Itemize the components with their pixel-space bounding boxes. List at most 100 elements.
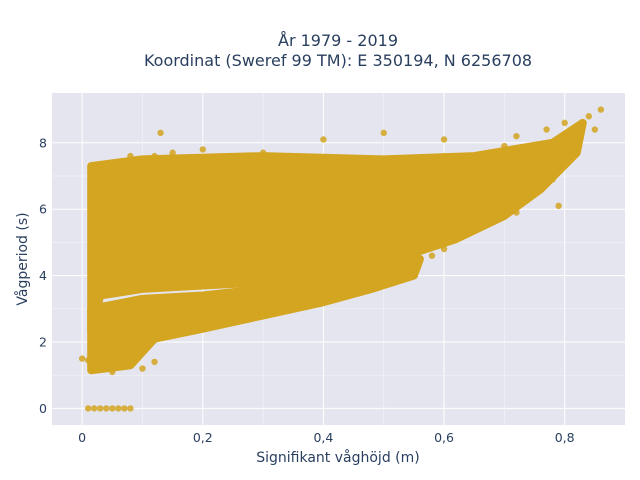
scatter-point-84 — [380, 159, 387, 166]
scatter-point-13 — [115, 355, 122, 362]
scatter-point-62 — [573, 129, 580, 137]
scatter-point-96 — [531, 152, 538, 160]
scatter-point-24 — [97, 206, 104, 213]
scatter-point-37 — [199, 308, 206, 316]
scatter-point-41 — [259, 308, 267, 316]
scatter-point-111 — [332, 255, 339, 263]
x-tick-label-0: 0 — [78, 430, 86, 445]
scatter-point-19 — [103, 305, 110, 312]
scatter-point-97 — [543, 126, 550, 133]
scatter-point-67 — [163, 206, 170, 213]
scatter-point-9 — [127, 405, 134, 412]
scatter-point-8 — [121, 405, 128, 412]
scatter-point-81 — [338, 235, 345, 243]
scatter-point-73 — [229, 229, 237, 236]
scatter-point-23 — [127, 225, 134, 233]
scatter-point-72 — [211, 252, 219, 259]
scatter-point-50 — [398, 265, 406, 273]
x-axis-ticks: 0 0,2 0,4 0,6 0,8 — [78, 430, 574, 445]
x-axis-title: Signifikant våghöjd (m) — [256, 449, 419, 466]
scatter-point-53 — [440, 245, 448, 253]
scatter-point-12 — [109, 368, 116, 376]
scatter-point-60 — [549, 159, 556, 166]
scatter-point-21 — [115, 265, 122, 273]
scatter-point-39 — [229, 315, 237, 322]
scatter-point-25 — [103, 186, 110, 193]
scatter-point-102 — [440, 229, 448, 236]
scatter-point-71 — [199, 146, 206, 153]
scatter-point-87 — [410, 202, 418, 210]
scatter-point-51 — [410, 262, 418, 269]
scatter-point-75 — [259, 149, 267, 156]
scatter-point-82 — [350, 209, 357, 216]
scatter-point-92 — [471, 179, 478, 186]
scatter-point-14 — [127, 362, 134, 369]
scatter-point-91 — [452, 202, 460, 210]
scatter-point-40 — [247, 302, 255, 309]
x-tick-label-1: 0,2 — [193, 430, 213, 445]
scatter-point-45 — [320, 295, 327, 303]
scatter-point-68 — [175, 255, 182, 263]
scatter-point-94 — [501, 142, 508, 150]
y-axis-ticks: 0 2 4 6 8 — [39, 135, 47, 416]
scatter-point-77 — [290, 219, 297, 226]
scatter-point-5 — [103, 405, 110, 412]
scatter-point-85 — [380, 129, 387, 137]
x-tick-label-4: 0,8 — [555, 430, 575, 445]
scatter-point-95 — [513, 132, 520, 140]
scatter-point-55 — [471, 222, 478, 229]
scatter-point-32 — [169, 149, 176, 156]
scatter-point-76 — [271, 242, 279, 249]
scatter-point-16 — [151, 358, 158, 366]
scatter-point-11 — [97, 358, 104, 366]
scatter-point-99 — [573, 142, 580, 150]
scatter-point-64 — [597, 106, 605, 113]
y-tick-label-2: 4 — [39, 268, 47, 283]
scatter-point-7 — [115, 405, 122, 412]
y-tick-label-0: 0 — [39, 401, 47, 416]
scatter-point-10 — [91, 365, 98, 372]
scatter-point-0 — [78, 355, 86, 362]
upper-point-cloud — [87, 118, 587, 337]
x-tick-label-3: 0,6 — [434, 430, 454, 445]
scatter-point-38 — [211, 292, 219, 299]
scatter-point-17 — [91, 338, 98, 346]
scatter-point-90 — [440, 136, 448, 143]
scatter-point-59 — [531, 172, 538, 180]
scatter-point-86 — [398, 225, 406, 233]
y-tick-label-1: 2 — [39, 335, 47, 350]
scatter-point-36 — [187, 322, 194, 329]
scatter-point-48 — [368, 275, 375, 283]
scatter-point-103 — [471, 212, 478, 220]
scatter-point-110 — [284, 259, 291, 266]
chart-title-line-1: År 1979 - 2019 — [278, 31, 398, 50]
scatter-point-20 — [109, 285, 116, 293]
scatter-point-109 — [235, 265, 243, 273]
scatter-point-35 — [169, 295, 176, 303]
scatter-point-27 — [115, 159, 122, 166]
x-tick-label-2: 0,4 — [313, 430, 333, 445]
scatter-point-52 — [428, 252, 436, 259]
scatter-point-83 — [362, 179, 369, 186]
scatter-point-26 — [109, 172, 116, 180]
scatter-point-98 — [561, 119, 568, 127]
scatter-point-78 — [302, 189, 309, 196]
scatter-point-108 — [555, 202, 562, 210]
scatter-point-104 — [501, 186, 508, 193]
scatter-point-44 — [308, 289, 315, 296]
scatter-point-89 — [440, 152, 448, 160]
scatter-point-28 — [127, 152, 134, 160]
scatter-point-63 — [585, 113, 593, 120]
scatter-point-46 — [332, 282, 339, 289]
scatter-point-6 — [109, 405, 116, 412]
scatter-point-54 — [452, 232, 460, 239]
scatter-point-93 — [483, 159, 490, 166]
scatter-point-22 — [121, 245, 128, 253]
scatter-point-47 — [350, 289, 357, 296]
scatter-point-29 — [139, 166, 146, 173]
scatter-point-33 — [139, 332, 146, 339]
scatter-point-3 — [91, 405, 98, 412]
scatter-point-101 — [410, 242, 418, 249]
scatter-point-79 — [320, 156, 327, 163]
